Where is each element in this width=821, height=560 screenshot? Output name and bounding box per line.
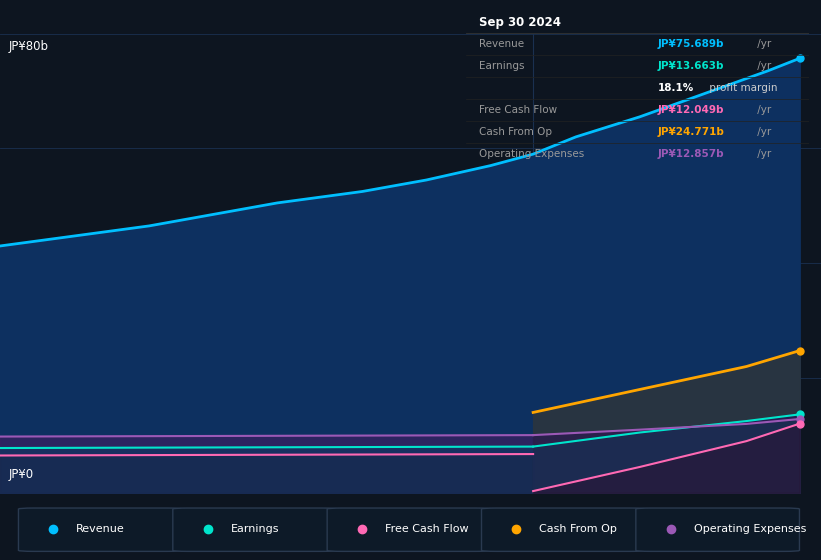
Text: Revenue: Revenue xyxy=(76,524,125,534)
Text: JP¥24.771b: JP¥24.771b xyxy=(658,127,725,137)
Text: JP¥12.049b: JP¥12.049b xyxy=(658,105,724,115)
Text: JP¥12.857b: JP¥12.857b xyxy=(658,149,724,159)
Text: JP¥0: JP¥0 xyxy=(8,468,34,481)
FancyBboxPatch shape xyxy=(172,508,337,552)
FancyBboxPatch shape xyxy=(18,508,182,552)
Text: /yr: /yr xyxy=(754,39,771,49)
Text: /yr: /yr xyxy=(754,105,771,115)
Text: JP¥13.663b: JP¥13.663b xyxy=(658,61,724,71)
Text: Free Cash Flow: Free Cash Flow xyxy=(385,524,469,534)
Text: 18.1%: 18.1% xyxy=(658,83,694,93)
FancyBboxPatch shape xyxy=(327,508,491,552)
Text: 2024: 2024 xyxy=(624,511,655,524)
Text: Sep 30 2024: Sep 30 2024 xyxy=(479,16,562,29)
Text: Revenue: Revenue xyxy=(479,39,525,49)
FancyBboxPatch shape xyxy=(481,508,645,552)
Text: profit margin: profit margin xyxy=(706,83,777,93)
Text: Earnings: Earnings xyxy=(231,524,279,534)
Text: 2023: 2023 xyxy=(410,511,443,524)
Text: Earnings: Earnings xyxy=(479,61,525,71)
Text: Operating Expenses: Operating Expenses xyxy=(694,524,806,534)
Text: Cash From Op: Cash From Op xyxy=(479,127,553,137)
Text: Operating Expenses: Operating Expenses xyxy=(479,149,585,159)
Text: /yr: /yr xyxy=(754,127,771,137)
Text: /yr: /yr xyxy=(754,149,771,159)
Text: Free Cash Flow: Free Cash Flow xyxy=(479,105,557,115)
FancyBboxPatch shape xyxy=(635,508,800,552)
Text: Cash From Op: Cash From Op xyxy=(539,524,617,534)
Text: 2022: 2022 xyxy=(197,511,229,524)
Text: JP¥75.689b: JP¥75.689b xyxy=(658,39,724,49)
Text: /yr: /yr xyxy=(754,61,771,71)
Text: JP¥80b: JP¥80b xyxy=(8,40,48,54)
